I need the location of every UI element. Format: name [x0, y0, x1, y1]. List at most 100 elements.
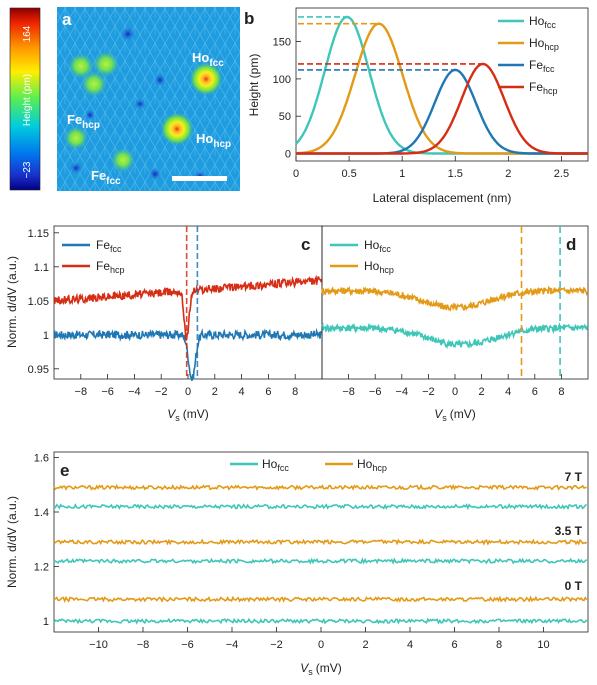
panel-b-xtick-label-4: 2 — [505, 168, 511, 180]
panel-d-xtick-label-7: 6 — [532, 386, 538, 398]
panel-e-line-ho-hcp-7-t — [53, 483, 587, 491]
panel-c-legend: Fefcc Fehcp — [62, 238, 125, 275]
panel-c-ytick-label-1: 1 — [43, 330, 49, 342]
panel-d-xtick-label-2: −4 — [396, 386, 409, 398]
panel-letter-c: c — [301, 235, 310, 254]
colorbar-max: 164 — [22, 25, 33, 42]
panel-d-series — [321, 226, 589, 379]
panel-a: 164 −23 Height (pm) a Hofcc Hohcp Fehcp — [9, 7, 240, 191]
panel-b-xtick-label-1: 0.5 — [341, 168, 356, 180]
panel-c-xtick-label-1: −6 — [101, 386, 114, 398]
panel-c-xtick-label-8: 8 — [292, 386, 298, 398]
panel-b-xtick-label-3: 1.5 — [448, 168, 463, 180]
panel-e-line-ho-fcc-3-5-t — [53, 557, 588, 565]
panel-d: d Vs (mV) −8 −6 −4 −2 0 2 4 6 8 Hofcc Hohcp — [321, 225, 589, 423]
panel-c-xlabel: Vs (mV) — [167, 407, 209, 423]
panel-e-xticks: −10 −8 −6 −4 −2 0 2 4 6 8 10 — [89, 627, 550, 651]
panel-c-yticks: 0.95 1 1.05 1.1 1.15 — [28, 228, 59, 376]
panel-b-xticks: 0 0.5 1 1.5 2 2.5 — [293, 156, 569, 180]
panel-b-ytick-label-1: 50 — [279, 111, 291, 123]
panel-e-ytick-label-0: 1 — [43, 616, 49, 628]
panel-e-line-ho-fcc-7-t — [54, 503, 587, 511]
legend-label-ho-hcp: Hohcp — [529, 36, 559, 52]
panel-e-xtick-label-4: −2 — [270, 639, 283, 651]
panel-e-yticks: 1 1.2 1.4 1.6 — [34, 452, 59, 628]
panel-c-ylabel: Norm. d/dV (a.u.) — [5, 256, 19, 348]
legend-label-ho-fcc: Hofcc — [529, 14, 556, 30]
label-fe-fcc: Fefcc — [91, 168, 121, 187]
colorbar-label: Height (pm) — [22, 74, 33, 126]
panel-d-xticks: −8 −6 −4 −2 0 2 4 6 8 — [342, 374, 564, 398]
panel-b-yticks: 0 50 100 150 — [273, 37, 301, 161]
panel-c-xtick-label-0: −8 — [75, 386, 88, 398]
panel-d-xtick-label-4: 0 — [452, 386, 458, 398]
legend-label-ho-fcc-d: Hofcc — [364, 238, 391, 254]
legend-label-ho-hcp-d: Hohcp — [364, 259, 394, 275]
panel-e-line-ho-hcp-0-t — [53, 595, 588, 604]
panel-e-line-ho-hcp-3-5-t — [53, 538, 588, 546]
panel-b-series — [295, 15, 588, 155]
panel-e-xtick-label-5: 0 — [318, 639, 324, 651]
panel-c-xtick-label-2: −4 — [128, 386, 141, 398]
panel-e-xtick-label-6: 2 — [362, 639, 368, 651]
panel-b-legend: Hofcc Hohcp Fefcc Fehcp — [498, 14, 559, 96]
panel-d-xtick-label-8: 8 — [558, 386, 564, 398]
panel-c-xticks: −8 −6 −4 −2 0 2 4 6 8 — [75, 374, 298, 398]
panel-e-xtick-label-3: −4 — [226, 639, 239, 651]
label-fe-hcp: Fehcp — [67, 112, 100, 131]
panel-c-line-fe-hcp — [53, 274, 323, 341]
panel-c-ytick-label-0: 0.95 — [28, 364, 49, 376]
panel-letter-e: e — [60, 461, 69, 480]
panel-e-xtick-label-10: 10 — [537, 639, 549, 651]
panel-b-ytick-label-3: 150 — [273, 37, 291, 49]
panel-e-series — [53, 483, 588, 625]
moire-lattice — [57, 7, 240, 191]
legend-label-fe-hcp-c: Fehcp — [96, 259, 125, 275]
panel-b-xtick-label-2: 1 — [399, 168, 405, 180]
field-label-0t: 0 T — [565, 579, 583, 593]
panel-b-ytick-label-0: 0 — [285, 149, 291, 161]
panel-c-ytick-label-3: 1.1 — [34, 262, 49, 274]
panel-d-xtick-label-1: −6 — [369, 386, 382, 398]
panel-e: e Norm. d/dV (a.u.) Vs (mV) −10 −8 −6 −4 −2 0 2… — [5, 451, 589, 677]
panel-d-legend: Hofcc Hohcp — [330, 238, 394, 275]
panel-c-xtick-label-5: 2 — [212, 386, 218, 398]
panel-c-ytick-label-4: 1.15 — [28, 228, 49, 240]
panel-d-line-ho-hcp — [321, 285, 589, 312]
panel-e-xtick-label-7: 4 — [407, 639, 413, 651]
panel-d-xtick-label-0: −8 — [342, 386, 355, 398]
panel-c-ytick-label-2: 1.05 — [28, 296, 49, 308]
panel-c-xtick-label-7: 6 — [265, 386, 271, 398]
panel-b-ytick-label-2: 100 — [273, 74, 291, 86]
panel-d-xlabel: Vs (mV) — [434, 407, 476, 423]
panel-b-xtick-label-5: 2.5 — [554, 168, 569, 180]
panel-e-ytick-label-1: 1.2 — [34, 562, 49, 574]
panel-c-xtick-label-6: 4 — [239, 386, 245, 398]
panel-e-line-ho-fcc-0-t — [53, 617, 588, 625]
panel-d-xtick-label-3: −2 — [422, 386, 435, 398]
colorbar-min: −23 — [22, 161, 33, 178]
panel-b-frame — [295, 7, 589, 162]
panel-e-xtick-label-1: −8 — [137, 639, 150, 651]
panel-e-xtick-label-0: −10 — [89, 639, 108, 651]
panel-d-line-ho-fcc — [321, 321, 589, 350]
panel-e-xlabel: Vs (mV) — [300, 661, 342, 677]
panel-letter-a: a — [62, 10, 72, 29]
panel-e-xtick-label-8: 6 — [451, 639, 457, 651]
panel-c-xtick-label-3: −2 — [155, 386, 168, 398]
panel-b: b Height (pm) Lateral displacement (nm) … — [244, 7, 589, 205]
legend-label-ho-fcc-e: Hofcc — [262, 457, 289, 473]
panel-b-xlabel: Lateral displacement (nm) — [373, 191, 512, 205]
panel-d-frame — [321, 225, 589, 380]
panel-e-legend: Hofcc Hohcp — [230, 457, 387, 473]
panel-e-xtick-label-9: 8 — [496, 639, 502, 651]
panel-e-ylabel: Norm. d/dV (a.u.) — [5, 496, 19, 588]
field-label-7t: 7 T — [565, 470, 583, 484]
panel-c-line-fe-fcc — [53, 327, 323, 381]
field-label-3-5t: 3.5 T — [555, 524, 583, 538]
adatoms — [63, 50, 223, 173]
panel-c-xtick-label-4: 0 — [185, 386, 191, 398]
colorbar — [9, 7, 41, 191]
panel-b-xtick-label-0: 0 — [293, 168, 299, 180]
